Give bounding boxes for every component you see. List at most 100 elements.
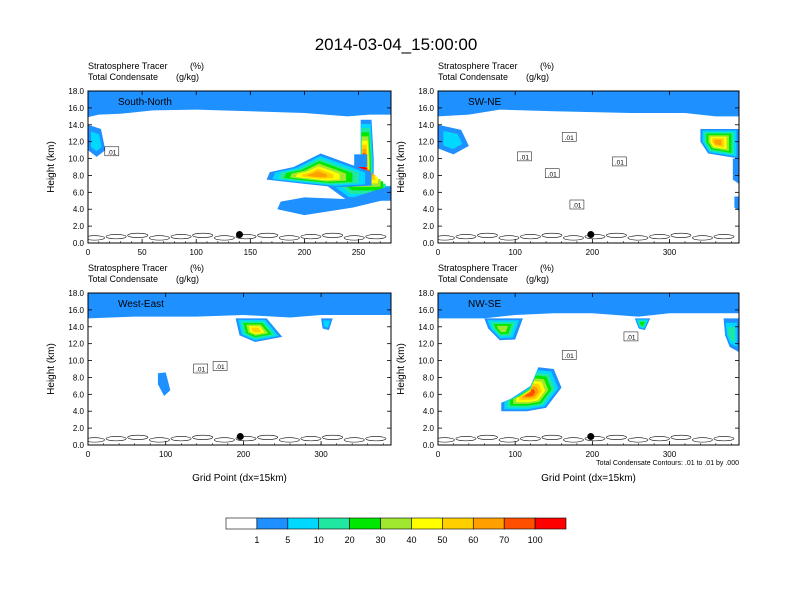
tracer-band-6 <box>438 293 739 319</box>
colorbar-label: 30 <box>376 535 386 545</box>
surface-contour-0 <box>88 437 105 443</box>
x-tick-label: 150 <box>244 248 258 257</box>
colorbar-swatch-7 <box>442 517 474 530</box>
y-tick-label: 4.0 <box>423 407 435 416</box>
contour-label-box <box>612 156 627 167</box>
contour-label-box <box>561 132 577 142</box>
intrusion-0-level-5 <box>496 325 509 333</box>
surface-contour-4 <box>520 234 541 240</box>
y-tick-label: 18.0 <box>68 87 84 96</box>
x-tick-label: 0 <box>86 450 91 459</box>
panel-direction-label: NW-SE <box>468 299 501 310</box>
y-tick-label: 4.0 <box>73 205 85 214</box>
tracer-band-6 <box>88 293 391 319</box>
surface-contour-4 <box>170 436 192 442</box>
surface-contour-8 <box>257 232 279 238</box>
y-tick-label: 14.0 <box>68 323 84 332</box>
colorbar-label: 20 <box>345 535 355 545</box>
colorbar-swatch-4 <box>349 517 381 530</box>
intrusion-1-level-1 <box>157 372 171 397</box>
surface-contour-12 <box>692 235 713 241</box>
y-tick-label: 2.0 <box>73 424 85 433</box>
colorbar-swatch-6 <box>411 517 443 530</box>
x-tick-label: 50 <box>138 248 147 257</box>
y-tick-label: 12.0 <box>68 340 84 349</box>
surface-contour-6 <box>213 437 235 443</box>
plot-frame <box>437 90 740 244</box>
contour-label: .01 <box>520 154 529 161</box>
y-tick-label: 16.0 <box>68 104 84 113</box>
surface-contour-11 <box>322 232 343 238</box>
tracer-band-6 <box>88 91 391 118</box>
y-axis-label: Height (km) <box>46 343 57 395</box>
colorbar-label: 10 <box>314 535 324 545</box>
x-tick-label: 100 <box>508 248 522 257</box>
y-tick-label: 8.0 <box>73 171 85 180</box>
location-marker <box>587 433 595 441</box>
x-tick-label: 100 <box>159 450 173 459</box>
surface-contour-0 <box>88 235 105 241</box>
surface-contour-2 <box>477 434 498 440</box>
surface-contour-1 <box>105 234 127 240</box>
surface-contour-4 <box>170 234 192 240</box>
surface-contour-13 <box>365 436 387 442</box>
contour-label: .01 <box>548 171 557 178</box>
surface-contour-4 <box>520 436 541 442</box>
surface-contour-11 <box>670 434 692 440</box>
y-tick-label: 8.0 <box>423 171 435 180</box>
contour-label: .01 <box>216 364 225 371</box>
surface-contour-2 <box>477 232 498 238</box>
y-tick-label: 16.0 <box>418 306 434 315</box>
y-tick-label: 12.0 <box>68 138 84 147</box>
colorbar-swatch-0 <box>225 517 258 530</box>
x-tick-label: 100 <box>508 450 522 459</box>
surface-contour-8 <box>257 434 279 440</box>
surface-contour-3 <box>498 235 520 241</box>
y-tick-label: 0.0 <box>423 441 435 450</box>
header-units: (%) <box>190 263 204 273</box>
x-tick-label: 200 <box>237 450 251 459</box>
colorbar-swatch-2 <box>287 517 320 530</box>
x-tick-label: 300 <box>314 450 328 459</box>
header-units: (g/kg) <box>176 274 199 284</box>
intrusion-3-level-1 <box>734 196 739 211</box>
colorbar-swatch-8 <box>472 517 505 530</box>
panel-direction-label: West-East <box>118 299 164 310</box>
header-label: Total Condensate <box>88 274 158 284</box>
x-tick-label: 200 <box>298 248 312 257</box>
surface-contour-10 <box>300 436 322 442</box>
header-label: Total Condensate <box>88 72 158 82</box>
y-tick-label: 6.0 <box>73 188 85 197</box>
surface-contour-3 <box>149 437 170 443</box>
panels: .01 0.0 2.0 4.0 6.0 8.0 10.0 12.0 14.0 16.0 18.0 0 5… <box>46 61 740 484</box>
y-tick-label: 4.0 <box>423 205 435 214</box>
x-tick-label: 300 <box>663 450 677 459</box>
y-tick-label: 18.0 <box>68 289 84 298</box>
surface-contour-13 <box>713 234 735 240</box>
x-axis-label: Grid Point (dx=15km) <box>192 473 287 484</box>
y-tick-label: 8.0 <box>73 373 85 382</box>
header-units: (g/kg) <box>176 72 199 82</box>
surface-contour-3 <box>498 437 520 443</box>
y-tick-label: 10.0 <box>68 357 84 366</box>
colorbar-label: 1 <box>254 535 259 545</box>
surface-contour-5 <box>192 232 214 238</box>
panel-3: .01 .01 0.0 2.0 4.0 6.0 8.0 10.0 12.0 14.0 16.0 18.… <box>396 263 740 484</box>
contour-label: .01 <box>196 367 205 374</box>
y-tick-label: 10.0 <box>68 155 84 164</box>
intrusion-3-level-2 <box>90 131 102 152</box>
footnote: Total Condensate Contours: .01 to .01 by… <box>596 460 739 467</box>
contour-label-box <box>623 331 639 342</box>
surface-contour-5 <box>192 434 214 440</box>
header-label: Stratosphere Tracer <box>438 61 518 71</box>
y-tick-label: 12.0 <box>418 340 434 349</box>
condensate-contours <box>438 434 735 443</box>
figure-title: 2014-03-04_15:00:00 <box>315 35 478 54</box>
header-units: (%) <box>540 61 554 71</box>
intrusion-3-level-3 <box>727 327 735 343</box>
surface-contour-8 <box>606 434 627 440</box>
colorbar-label: 50 <box>437 535 447 545</box>
intrusion-2-level-1 <box>732 158 739 184</box>
surface-contour-12 <box>692 437 713 443</box>
surface-contour-5 <box>541 232 563 238</box>
